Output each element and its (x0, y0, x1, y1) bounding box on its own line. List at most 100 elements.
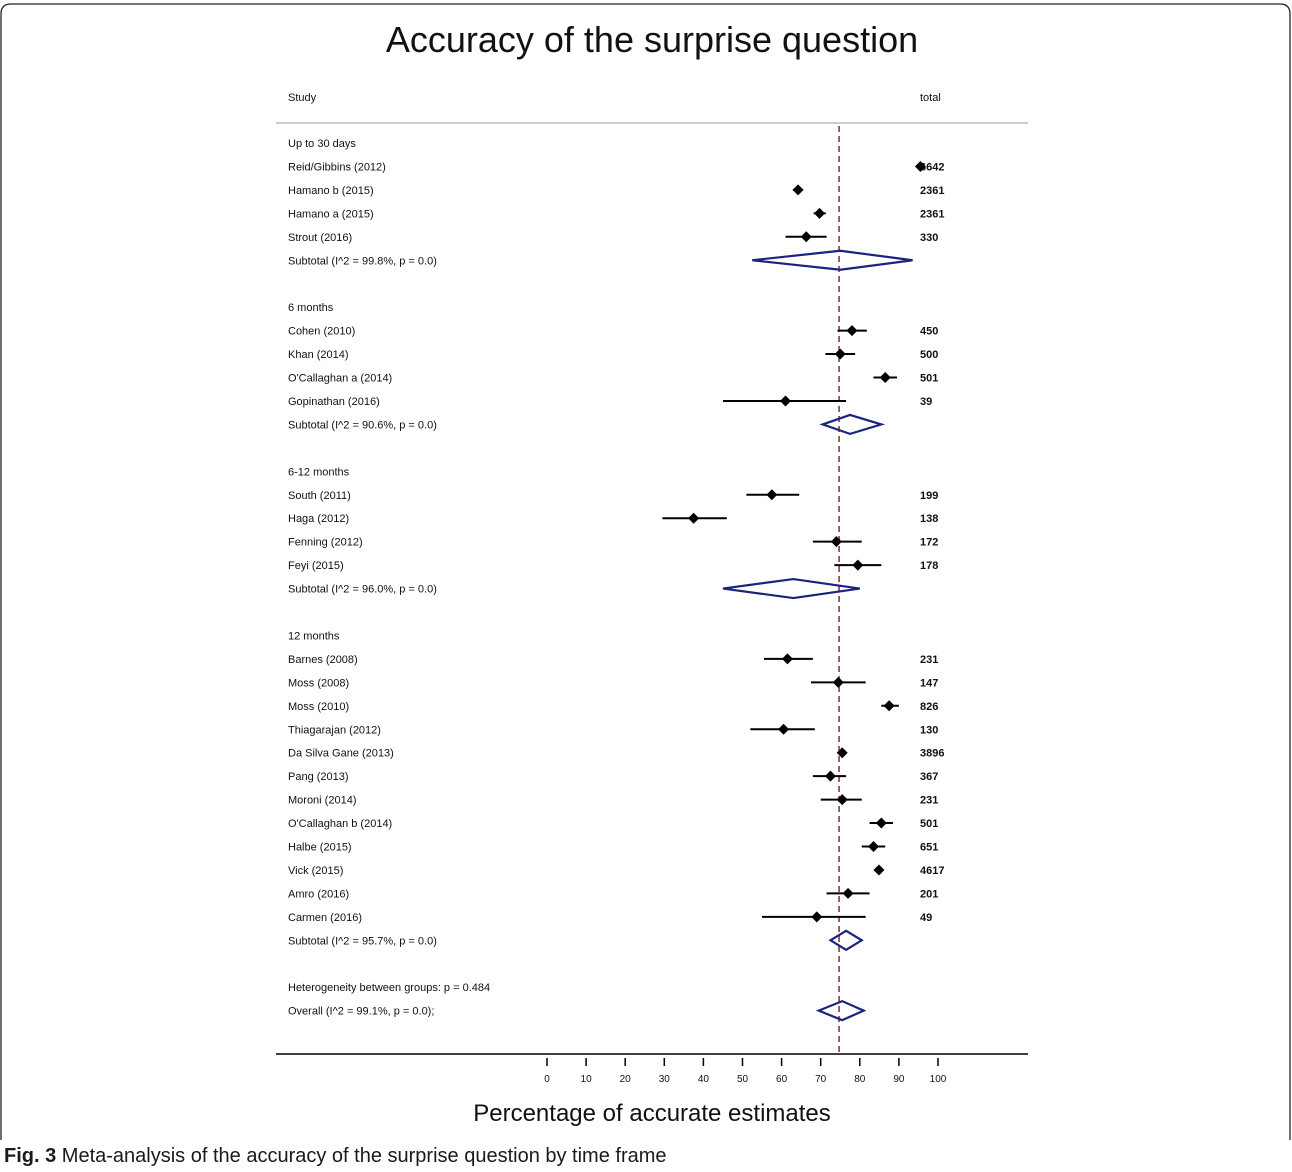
study-total: 130 (920, 724, 938, 736)
study-label: Strout (2016) (288, 232, 352, 244)
study-total: 501 (920, 818, 938, 830)
study-total: 500 (920, 349, 938, 361)
subtotal-diamond (752, 249, 913, 271)
subtotal-label: Subtotal (I^2 = 96.0%, p = 0.0) (288, 584, 437, 596)
study-total: 178 (920, 560, 938, 572)
point-estimate (873, 864, 885, 876)
study-total: 330 (920, 232, 938, 244)
study-label: Da Silva Gane (2013) (288, 748, 394, 760)
subtotal-label: Subtotal (I^2 = 90.6%, p = 0.0) (288, 419, 437, 431)
study-label: Haga (2012) (288, 513, 349, 525)
study-label: O'Callaghan a (2014) (288, 373, 392, 385)
point-estimate (811, 911, 823, 923)
forest-plot: Accuracy of the surprise question Study to… (0, 3, 1291, 1140)
point-estimate (834, 348, 846, 360)
x-tick-label: 100 (930, 1074, 947, 1085)
study-label: Fenning (2012) (288, 537, 363, 549)
study-total: 231 (920, 795, 938, 807)
x-tick-label: 50 (737, 1074, 749, 1085)
caption-text: Meta-analysis of the accuracy of the sur… (61, 1145, 667, 1167)
study-label: Reid/Gibbins (2012) (288, 161, 386, 173)
study-label: Gopinathan (2016) (288, 396, 380, 408)
point-estimate (852, 559, 864, 571)
point-estimate (867, 841, 879, 852)
study-total: 367 (920, 771, 938, 783)
chart-title: Accuracy of the surprise question (386, 19, 918, 60)
study-label: Cohen (2010) (288, 326, 355, 338)
x-tick-label: 90 (893, 1074, 905, 1085)
point-estimate (814, 207, 826, 219)
point-estimate (830, 536, 842, 548)
point-estimate (792, 184, 804, 196)
x-tick-label: 80 (854, 1074, 866, 1085)
subtotal-diamond (819, 413, 886, 436)
subtotal-label: Subtotal (I^2 = 95.7%, p = 0.0) (288, 935, 437, 947)
study-label: Halbe (2015) (288, 842, 352, 854)
study-label: Carmen (2016) (288, 912, 362, 924)
heterogeneity-label: Heterogeneity between groups: p = 0.484 (288, 982, 490, 994)
study-label: Pang (2013) (288, 771, 349, 783)
study-total: 826 (920, 701, 938, 713)
study-total: 2361 (920, 208, 944, 220)
x-tick-label: 0 (544, 1074, 550, 1085)
overall-label: Overall (I^2 = 99.1%, p = 0.0); (288, 1006, 434, 1018)
group-label: 12 months (288, 630, 340, 642)
subtotal-diamond (722, 577, 860, 600)
figure-frame: Accuracy of the surprise question Study to… (0, 3, 1291, 1140)
x-axis-label: Percentage of accurate estimates (473, 1100, 831, 1127)
point-estimate (842, 887, 854, 899)
frame-border (0, 3, 1291, 1140)
study-label: Thiagarajan (2012) (288, 724, 381, 736)
point-estimate (778, 723, 790, 735)
group-label: 6 months (288, 302, 334, 314)
subtotal-label: Subtotal (I^2 = 99.8%, p = 0.0) (288, 255, 437, 267)
study-total: 231 (920, 654, 938, 666)
study-total: 147 (920, 677, 938, 689)
study-label: South (2011) (288, 490, 351, 502)
x-tick-label: 30 (659, 1074, 671, 1085)
study-label: O'Callaghan b (2014) (288, 818, 392, 830)
point-estimate (824, 770, 836, 782)
study-label: Hamano b (2015) (288, 185, 374, 197)
caption-label: Fig. 3 (4, 1145, 57, 1167)
study-total: 138 (920, 513, 938, 525)
study-total: 6642 (920, 161, 944, 173)
group-label: 6-12 months (288, 466, 350, 478)
study-label: Barnes (2008) (288, 654, 358, 666)
point-estimate (800, 231, 812, 243)
point-estimate (914, 160, 926, 172)
study-total: 651 (920, 842, 938, 854)
point-estimate (836, 747, 848, 759)
point-estimate (879, 372, 891, 383)
study-total: 3896 (920, 748, 944, 760)
x-tick-label: 10 (581, 1074, 593, 1085)
study-total: 4617 (920, 865, 944, 877)
point-estimate (883, 700, 895, 712)
total-column-header: total (920, 92, 941, 104)
study-total: 501 (920, 373, 938, 385)
study-label: Hamano a (2015) (288, 208, 374, 220)
study-label: Vick (2015) (288, 865, 343, 877)
point-estimate (688, 512, 700, 524)
study-total: 2361 (920, 185, 944, 197)
study-total: 201 (920, 888, 938, 900)
study-label: Moroni (2014) (288, 795, 356, 807)
study-total: 199 (920, 490, 938, 502)
figure-caption: Fig. 3 Meta-analysis of the accuracy of … (4, 1145, 667, 1168)
study-column-header: Study (288, 92, 317, 104)
point-estimate (846, 325, 858, 337)
study-label: Moss (2008) (288, 677, 349, 689)
study-label: Feyi (2015) (288, 560, 344, 572)
study-label: Khan (2014) (288, 349, 349, 361)
point-estimate (766, 489, 778, 501)
point-estimate (875, 817, 887, 829)
point-estimate (780, 395, 792, 407)
study-total: 450 (920, 326, 938, 338)
x-tick-label: 40 (698, 1074, 710, 1085)
study-total: 172 (920, 537, 938, 549)
point-estimate (836, 794, 848, 806)
point-estimate (832, 676, 844, 688)
x-tick-label: 60 (776, 1074, 788, 1085)
study-total: 39 (920, 396, 932, 408)
x-tick-label: 70 (815, 1074, 827, 1085)
